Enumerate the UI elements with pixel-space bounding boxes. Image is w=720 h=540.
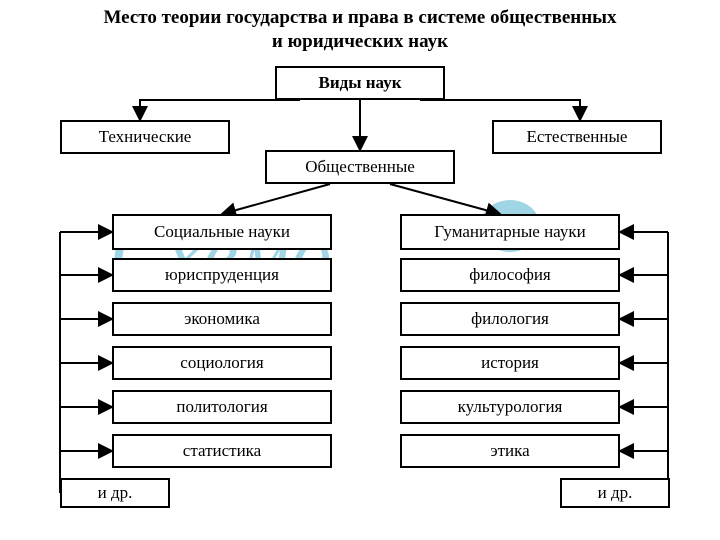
node-hum5-label: этика	[490, 441, 529, 461]
node-natural-label: Естественные	[527, 127, 628, 147]
node-hum6: и др.	[560, 478, 670, 508]
title-line1: Место теории государства и права в систе…	[103, 7, 616, 28]
node-soc3-label: социология	[180, 353, 263, 373]
node-root: Виды наук	[275, 66, 445, 100]
node-soc4: политология	[112, 390, 332, 424]
node-hum2: филология	[400, 302, 620, 336]
node-hum6-label: и др.	[598, 483, 633, 503]
node-soc4-label: политология	[176, 397, 267, 417]
node-soc2-label: экономика	[184, 309, 260, 329]
node-social-root: Общественные	[265, 150, 455, 184]
node-hum3: история	[400, 346, 620, 380]
node-soc2: экономика	[112, 302, 332, 336]
node-hum5: этика	[400, 434, 620, 468]
node-technical-label: Технические	[99, 127, 192, 147]
node-humanities-head-label: Гуманитарные науки	[434, 222, 585, 242]
node-soc1: юриспруденция	[112, 258, 332, 292]
node-soc6: и др.	[60, 478, 170, 508]
node-soc5: статистика	[112, 434, 332, 468]
node-humanities-head: Гуманитарные науки	[400, 214, 620, 250]
node-hum3-label: история	[481, 353, 539, 373]
node-hum1: философия	[400, 258, 620, 292]
diagram-title: Место теории государства и права в систе…	[0, 6, 720, 54]
node-social-root-label: Общественные	[305, 157, 415, 177]
title-line2: и юридических наук	[272, 31, 448, 52]
node-hum1-label: философия	[469, 265, 551, 285]
node-hum4: культурология	[400, 390, 620, 424]
node-social-head: Социальные науки	[112, 214, 332, 250]
node-social-head-label: Социальные науки	[154, 222, 290, 242]
node-technical: Технические	[60, 120, 230, 154]
node-hum2-label: филология	[471, 309, 549, 329]
node-root-label: Виды наук	[319, 73, 402, 93]
node-soc3: социология	[112, 346, 332, 380]
node-natural: Естественные	[492, 120, 662, 154]
node-soc1-label: юриспруденция	[165, 265, 279, 285]
node-soc5-label: статистика	[183, 441, 261, 461]
node-soc6-label: и др.	[98, 483, 133, 503]
node-hum4-label: культурология	[458, 397, 563, 417]
